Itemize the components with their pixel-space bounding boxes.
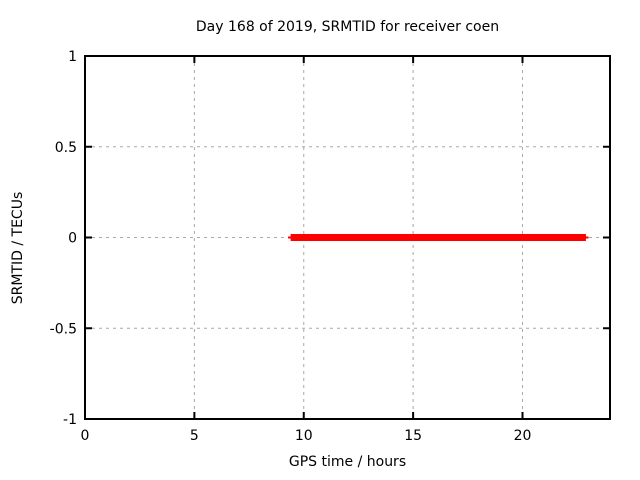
- y-tick-label: 0: [68, 231, 77, 247]
- x-tick-label: 0: [81, 428, 90, 444]
- x-tick-label: 5: [190, 428, 199, 444]
- y-tick-label: 0.5: [55, 140, 77, 156]
- y-axis-label: SRMTID / TECUs: [10, 191, 26, 305]
- x-tick-label: 20: [514, 428, 532, 444]
- x-tick-label: 15: [404, 428, 422, 444]
- x-axis-label: GPS time / hours: [288, 454, 407, 470]
- y-tick-label: 1: [68, 49, 77, 65]
- x-tick-label: 10: [295, 428, 313, 444]
- chart-title: Day 168 of 2019, SRMTID for receiver coe…: [195, 19, 500, 35]
- y-tick-label: -0.5: [50, 321, 77, 337]
- y-tick-label: -1: [63, 412, 77, 428]
